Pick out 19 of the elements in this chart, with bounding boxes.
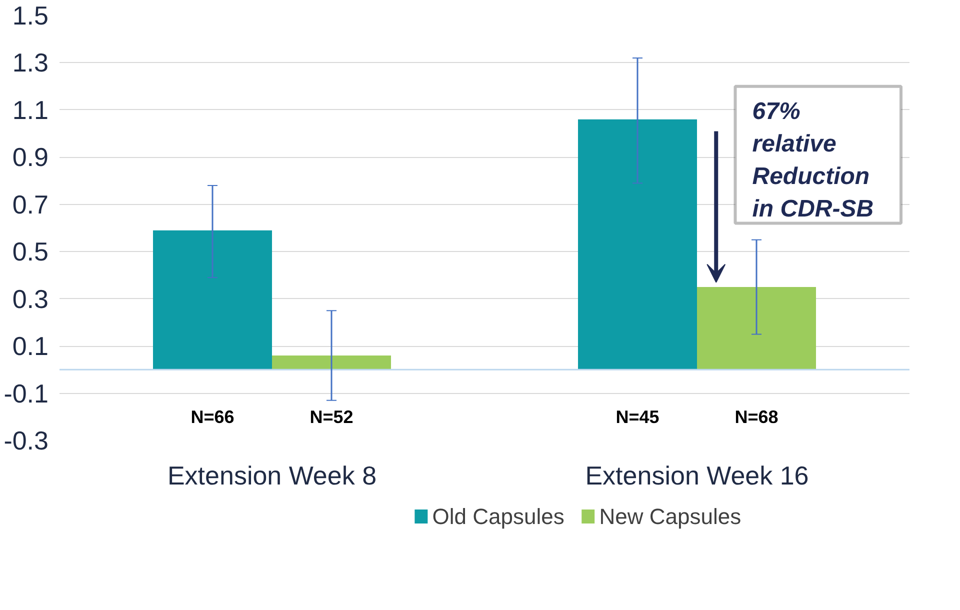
- legend-label: Old Capsules: [432, 504, 564, 529]
- y-tick-label: 1.1: [12, 94, 49, 125]
- x-tick-label: Extension Week 8: [167, 460, 377, 490]
- annotation: N=45: [616, 406, 660, 427]
- y-tick-label: 0.5: [12, 236, 49, 267]
- y-tick-label: 1.5: [12, 0, 49, 30]
- annotation: N=66: [190, 406, 234, 427]
- legend-label: New Capsules: [599, 504, 742, 529]
- annotation: N=52: [310, 406, 354, 427]
- x-tick-label: Extension Week 16: [585, 460, 809, 490]
- y-tick-label: 0.1: [12, 331, 49, 362]
- y-tick-label: 0.9: [12, 142, 49, 172]
- y-tick-label: 1.3: [12, 48, 49, 78]
- y-tick-label: -0.1: [4, 378, 49, 408]
- annotation: 67% relative Reduction in CDR-SB: [752, 98, 874, 222]
- annotation: N=68: [734, 406, 778, 427]
- y-tick-label: 0.7: [12, 189, 49, 220]
- y-tick-label: 0.3: [12, 284, 49, 314]
- y-tick-label: -0.3: [4, 426, 49, 456]
